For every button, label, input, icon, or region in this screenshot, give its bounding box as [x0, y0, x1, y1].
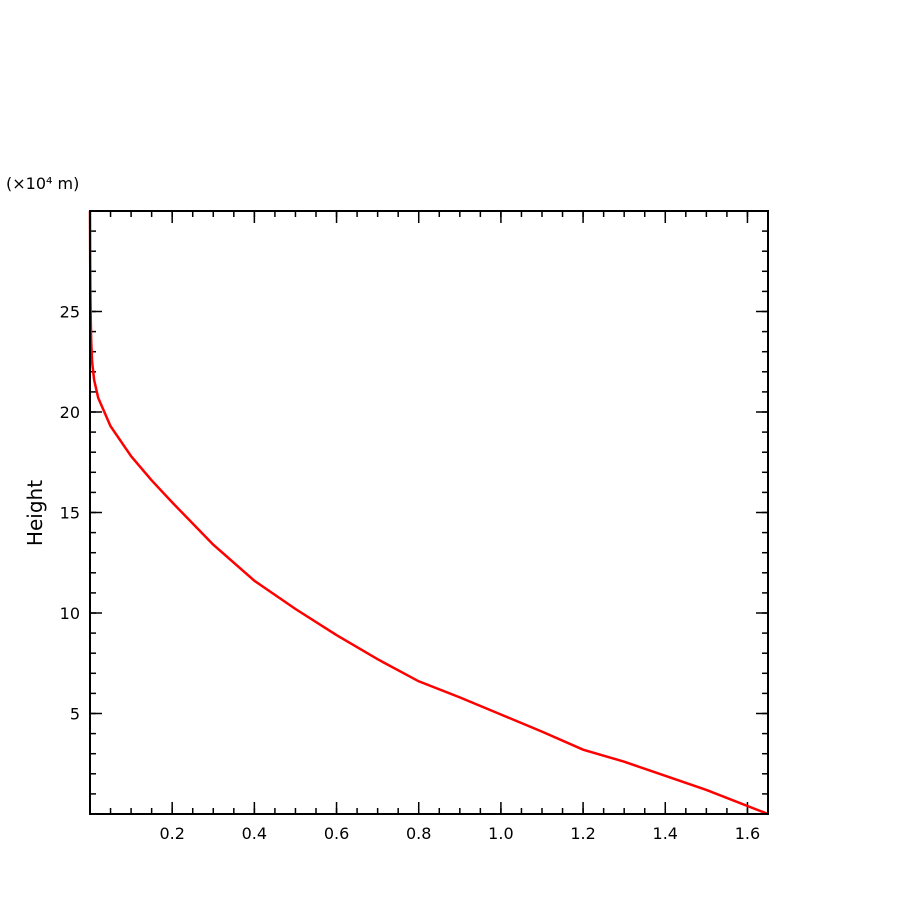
x-tick-label: 1.4: [653, 824, 678, 843]
y-axis-label: Height: [23, 480, 47, 546]
y-unit-label: (×10⁴ m): [6, 174, 79, 193]
x-tick-label: 0.6: [324, 824, 349, 843]
x-tick-label: 1.0: [488, 824, 513, 843]
ticks: [90, 211, 768, 814]
y-tick-label: 25: [60, 303, 80, 322]
y-tick-label: 5: [70, 705, 80, 724]
x-tick-label: 1.2: [570, 824, 595, 843]
y-tick-label: 15: [60, 504, 80, 523]
series-line: [88, 210, 769, 816]
x-tick-label: 0.2: [159, 824, 184, 843]
y-tick-label: 10: [60, 604, 80, 623]
x-tick-label: 0.4: [242, 824, 267, 843]
x-tick-label: 1.6: [735, 824, 760, 843]
y-tick-label: 20: [60, 403, 80, 422]
tick-labels: 0.2 0.4 0.6 0.8 1.0 1.2 1.4 1.6 5 10 15 20 25: [60, 303, 761, 844]
plot-frame: [89, 210, 769, 815]
x-tick-label: 0.8: [406, 824, 431, 843]
